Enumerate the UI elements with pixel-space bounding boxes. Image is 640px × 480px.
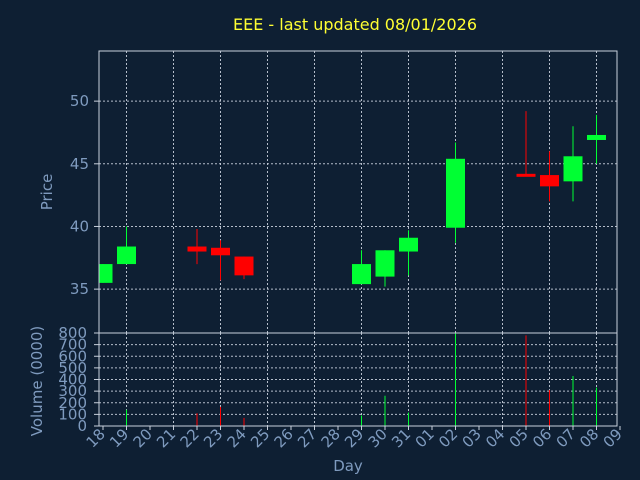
- price-panel: 35 40 45 50 Price: [38, 50, 618, 334]
- price-tick-label: 40: [70, 217, 89, 235]
- candle-body: [563, 156, 583, 182]
- x-tick-label: 20: [130, 425, 156, 451]
- x-tick-label: 27: [294, 425, 320, 451]
- x-tick-label: 22: [177, 425, 203, 451]
- price-candles: [99, 111, 606, 287]
- volume-y-axis-label: Volume (0000): [28, 326, 46, 436]
- candle-body: [399, 237, 418, 252]
- x-tick-label: 04: [482, 425, 508, 451]
- x-axis-label: Day: [333, 457, 363, 475]
- x-tick-label: 24: [224, 425, 250, 451]
- volume-tick-label: 800: [58, 324, 87, 342]
- x-tick-label: 30: [365, 425, 391, 451]
- candle-body: [587, 134, 606, 140]
- volume-tick-label: 600: [58, 347, 87, 365]
- x-tick-label: 03: [459, 425, 485, 451]
- volume-tick-label: 300: [58, 382, 87, 400]
- x-tick-label: 25: [247, 425, 273, 451]
- x-tick-label: 26: [271, 425, 297, 451]
- candle-body: [99, 264, 113, 283]
- price-grid: [99, 51, 617, 333]
- candle-body: [375, 250, 395, 277]
- candle-body: [540, 175, 559, 187]
- x-tick-label: 23: [200, 425, 226, 451]
- volume-bars: [126, 333, 597, 426]
- chart-title: EEE - last updated 08/01/2026: [233, 15, 477, 34]
- price-tick-label: 50: [70, 92, 89, 110]
- price-plot-frame: [98, 50, 618, 334]
- volume-tick-label: 100: [58, 405, 87, 423]
- x-tick-label: 29: [341, 425, 367, 451]
- volume-grid: [99, 332, 617, 427]
- x-tick-label: 28: [318, 425, 344, 451]
- x-tick-label: 07: [553, 425, 579, 451]
- x-axis-ticks: 1819202122232425262728293031010203040506…: [83, 425, 626, 451]
- x-tick-label: 08: [576, 425, 602, 451]
- volume-tick-label: 500: [58, 359, 87, 377]
- x-tick-label: 09: [600, 425, 626, 451]
- candle-body: [187, 246, 207, 252]
- candle-body: [352, 264, 371, 285]
- price-tick-label: 45: [70, 155, 89, 173]
- price-y-ticks: 35 40 45 50: [70, 92, 99, 298]
- x-tick-label: 01: [412, 425, 438, 451]
- candle-body: [446, 158, 465, 228]
- x-tick-label: 31: [388, 425, 414, 451]
- volume-tick-label: 200: [58, 394, 87, 412]
- x-tick-label: 21: [153, 425, 179, 451]
- x-tick-label: 02: [435, 425, 461, 451]
- price-y-axis-label: Price: [38, 174, 56, 211]
- volume-tick-label: 0: [77, 417, 87, 435]
- candle-body: [234, 256, 254, 276]
- candle-body: [117, 246, 136, 265]
- x-tick-label: 06: [529, 425, 555, 451]
- candle-body: [516, 173, 536, 177]
- candle-body: [211, 247, 230, 256]
- price-tick-label: 35: [70, 280, 89, 298]
- x-tick-label: 19: [106, 425, 132, 451]
- volume-tick-label: 700: [58, 336, 87, 354]
- x-tick-label: 05: [506, 425, 532, 451]
- volume-tick-label: 400: [58, 371, 87, 389]
